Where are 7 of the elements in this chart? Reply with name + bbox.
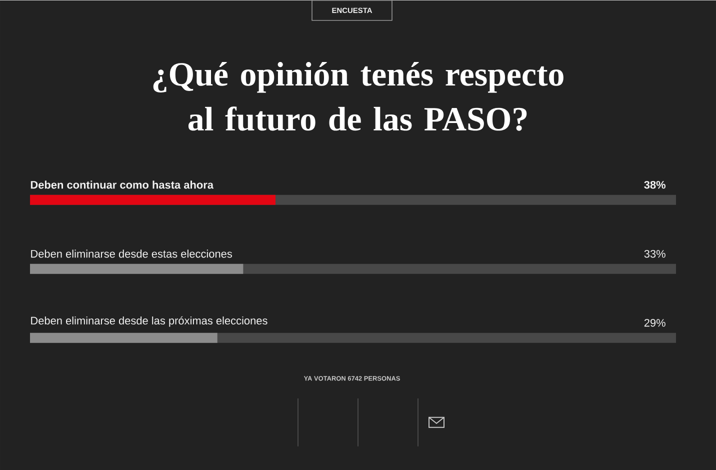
data-label: 38% <box>644 180 666 189</box>
y-tick-label: Deben eliminarse desde estas elecciones <box>31 249 232 258</box>
y-tick-label: Deben continuar como hasta ahora <box>30 180 214 189</box>
chart-title: ¿Qué opinión tenés respecto al futuro de las PASO? <box>153 62 564 131</box>
data-label: 33% <box>644 250 666 258</box>
y-tick-label: Deben eliminarse desde las próximas elecciones <box>31 316 268 327</box>
data-label: 29% <box>644 318 666 327</box>
